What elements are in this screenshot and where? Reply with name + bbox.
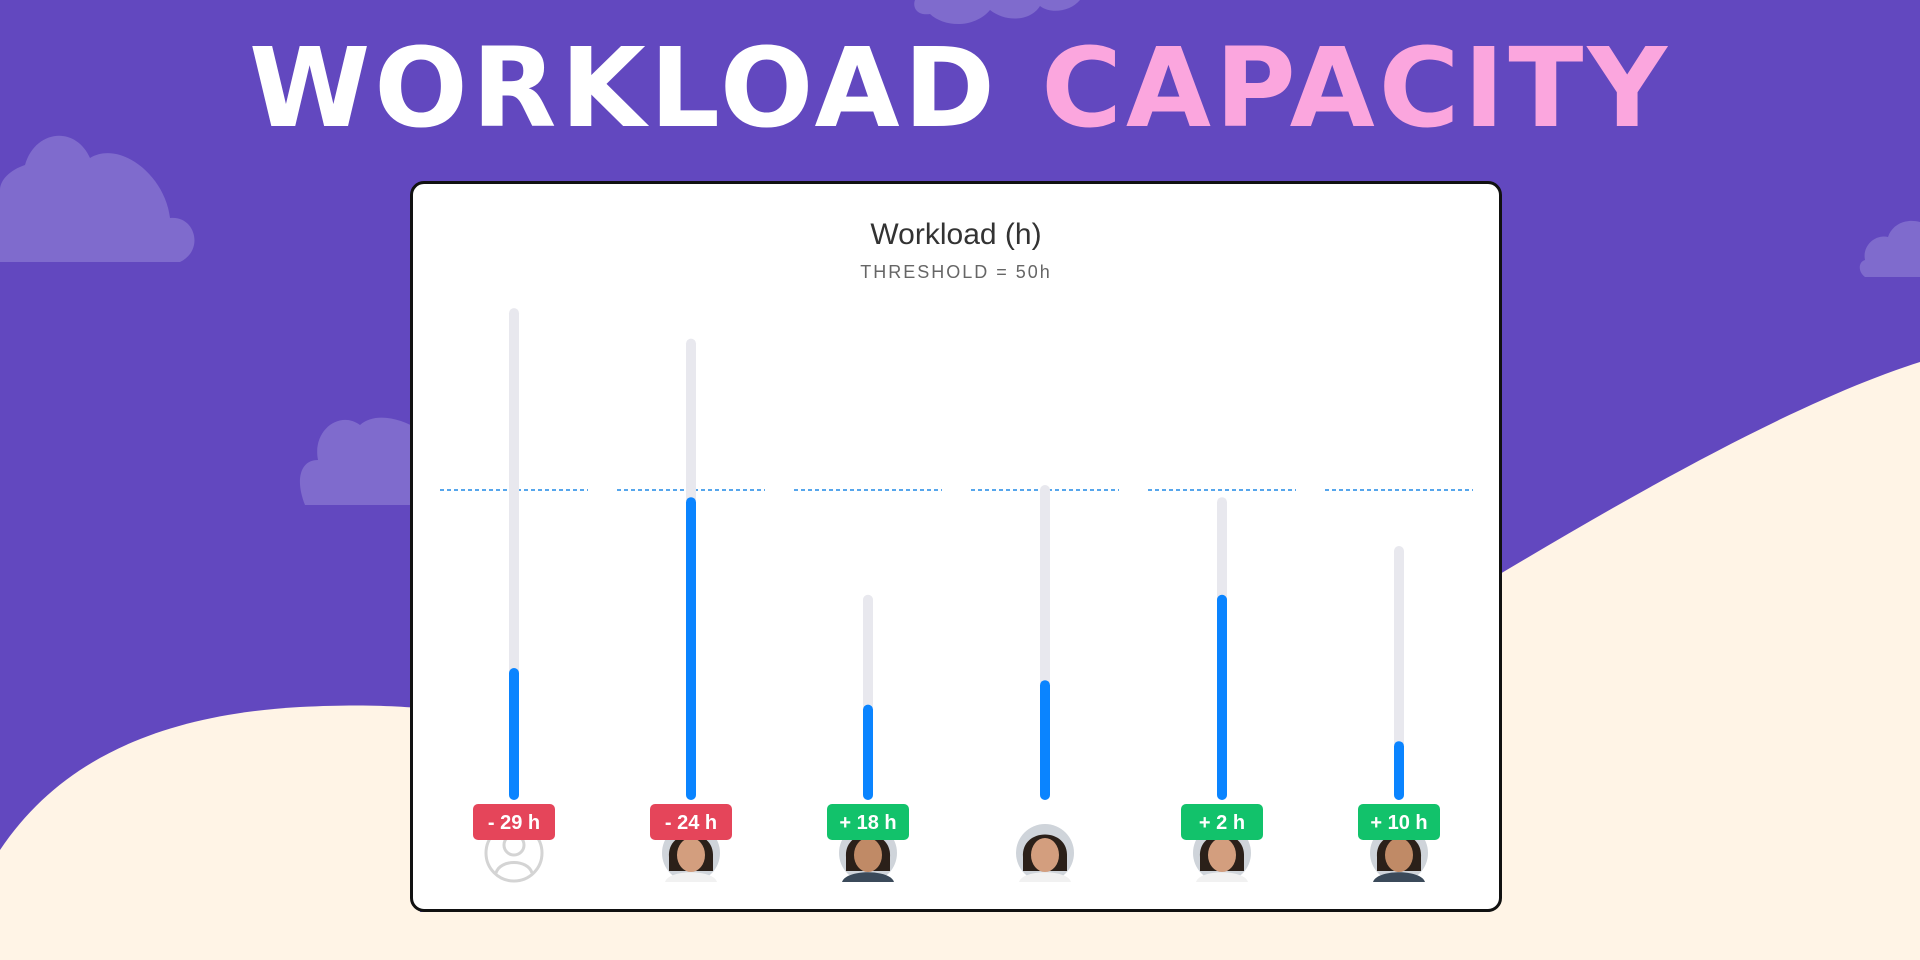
ground-hill-left: [0, 705, 420, 960]
ground-bottom: [0, 912, 1920, 960]
chart-card: Workload (h) THRESHOLD = 50h - 29 h - 24 …: [410, 181, 1502, 912]
delta-label: - 24 h: [665, 812, 717, 834]
cloud-mid-left: [299, 417, 420, 505]
title-word-workload: WORKLOAD: [248, 24, 999, 152]
chart-title: Workload (h): [870, 218, 1042, 251]
avatar-face: [854, 838, 882, 872]
delta-label: + 2 h: [1199, 812, 1245, 834]
delta-badge: [650, 804, 732, 840]
avatar-face: [1031, 838, 1059, 872]
chart-subtitle: THRESHOLD = 50h: [860, 262, 1052, 282]
cloud-top: [914, 0, 1080, 25]
delta-badge: [473, 804, 555, 840]
avatar-shoulders: [1019, 872, 1071, 882]
avatar-face: [677, 838, 705, 872]
cloud-right: [1859, 220, 1920, 277]
delta-label: + 18 h: [839, 812, 896, 834]
avatar-face: [1208, 838, 1236, 872]
avatar-shoulders: [842, 872, 894, 882]
delta-label: + 10 h: [1370, 812, 1427, 834]
avatar-shoulders: [1196, 872, 1248, 882]
delta-label: - 29 h: [488, 812, 540, 834]
title-word-capacity: CAPACITY: [1041, 24, 1672, 152]
avatar-face: [1385, 838, 1413, 872]
delta-badge: [827, 804, 909, 840]
page-title: WORKLOAD CAPACITY: [0, 18, 1920, 158]
avatar-shoulders: [1373, 872, 1425, 882]
workload-chart: - 29 h - 24 h + 18 h + 2 h + 10 h: [440, 308, 1473, 883]
delta-badge: [1358, 804, 1440, 840]
ground-hill-right: [1490, 362, 1920, 960]
avatar-shoulders: [665, 872, 717, 882]
cloud-left: [0, 135, 195, 262]
delta-badge: [1181, 804, 1263, 840]
avatar-body-icon: [494, 861, 534, 874]
